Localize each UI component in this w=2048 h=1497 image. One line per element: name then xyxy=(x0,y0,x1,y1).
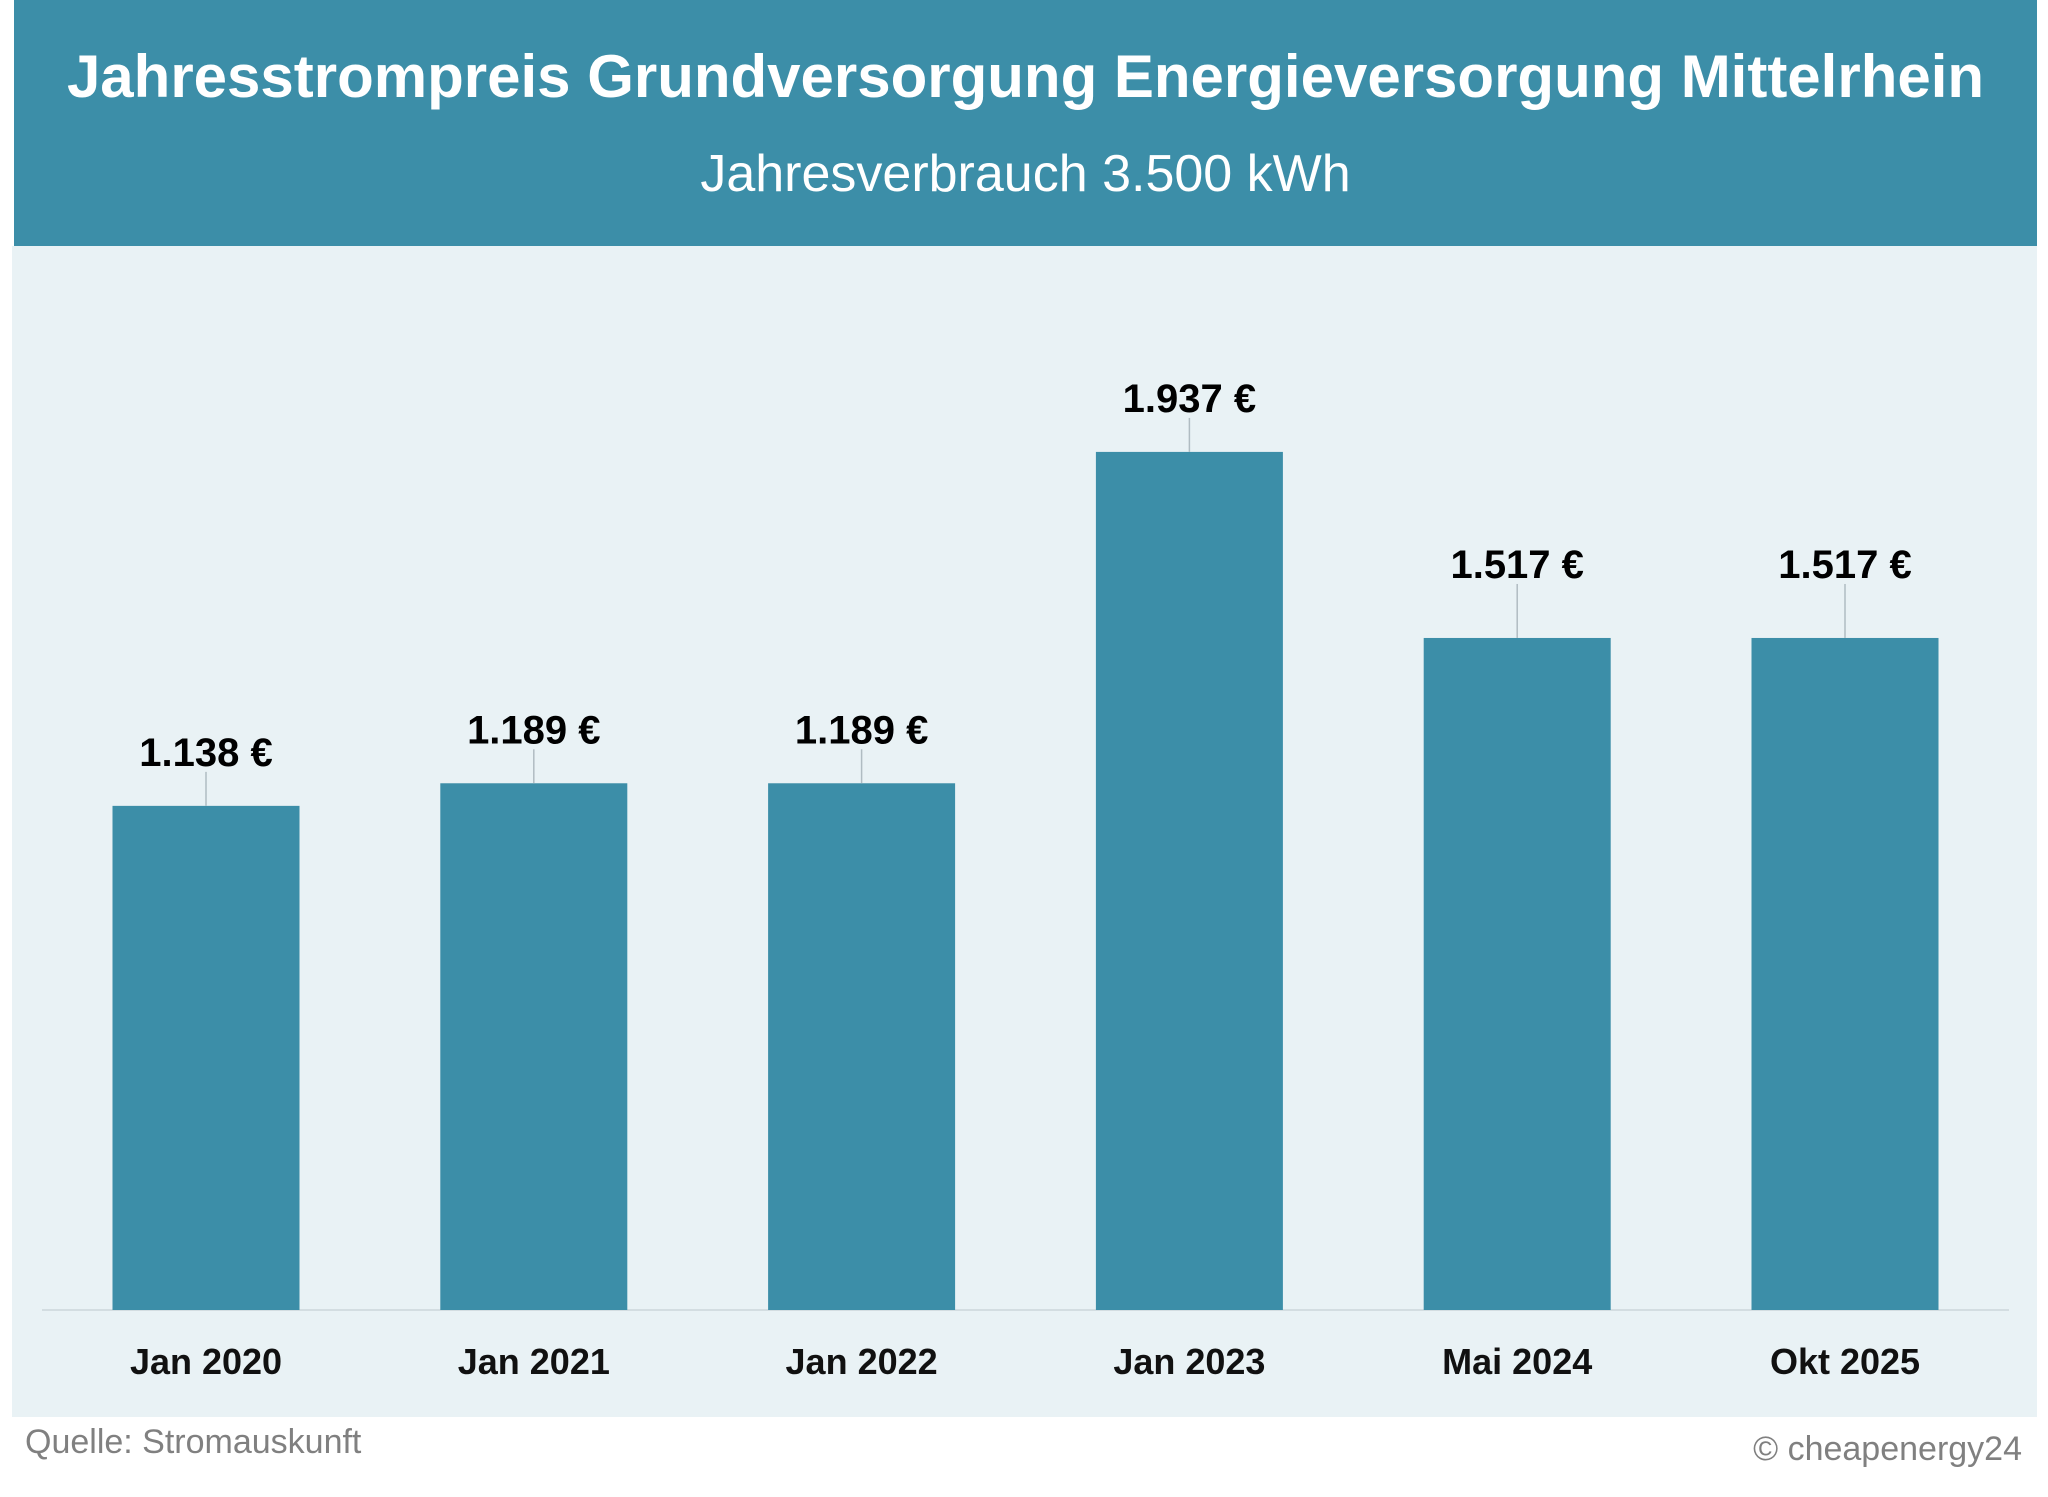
chart-subtitle: Jahresverbrauch 3.500 kWh xyxy=(700,145,1351,203)
x-tick-label: Jan 2020 xyxy=(130,1341,282,1382)
data-label: 1.517 € xyxy=(1450,543,1583,587)
bar-jan-2021 xyxy=(440,783,628,1310)
x-tick-label: Jan 2021 xyxy=(458,1341,610,1382)
copyright-note: © cheapenergy24 xyxy=(1753,1430,2022,1468)
chart-header: Jahresstrompreis Grundversorgung Energie… xyxy=(14,0,2037,246)
data-label: 1.189 € xyxy=(467,708,600,752)
bar-mai-2024 xyxy=(1423,637,1611,1310)
bar-jan-2020 xyxy=(112,805,300,1310)
x-tick-label: Jan 2022 xyxy=(786,1341,938,1382)
chart-title: Jahresstrompreis Grundversorgung Energie… xyxy=(66,43,1985,110)
bar-okt-2025 xyxy=(1751,637,1939,1310)
data-label: 1.189 € xyxy=(795,708,928,752)
x-tick-label: Okt 2025 xyxy=(1770,1341,1920,1382)
data-label: 1.138 € xyxy=(139,731,272,775)
x-tick-label: Mai 2024 xyxy=(1442,1341,1592,1382)
source-note: Quelle: Stromauskunft xyxy=(25,1423,362,1461)
data-label: 1.937 € xyxy=(1123,377,1256,421)
bar-jan-2023 xyxy=(1095,451,1283,1310)
plot-area xyxy=(12,246,2037,1417)
bar-jan-2022 xyxy=(768,783,956,1310)
data-label: 1.517 € xyxy=(1778,543,1911,587)
x-tick-label: Jan 2023 xyxy=(1113,1341,1265,1382)
